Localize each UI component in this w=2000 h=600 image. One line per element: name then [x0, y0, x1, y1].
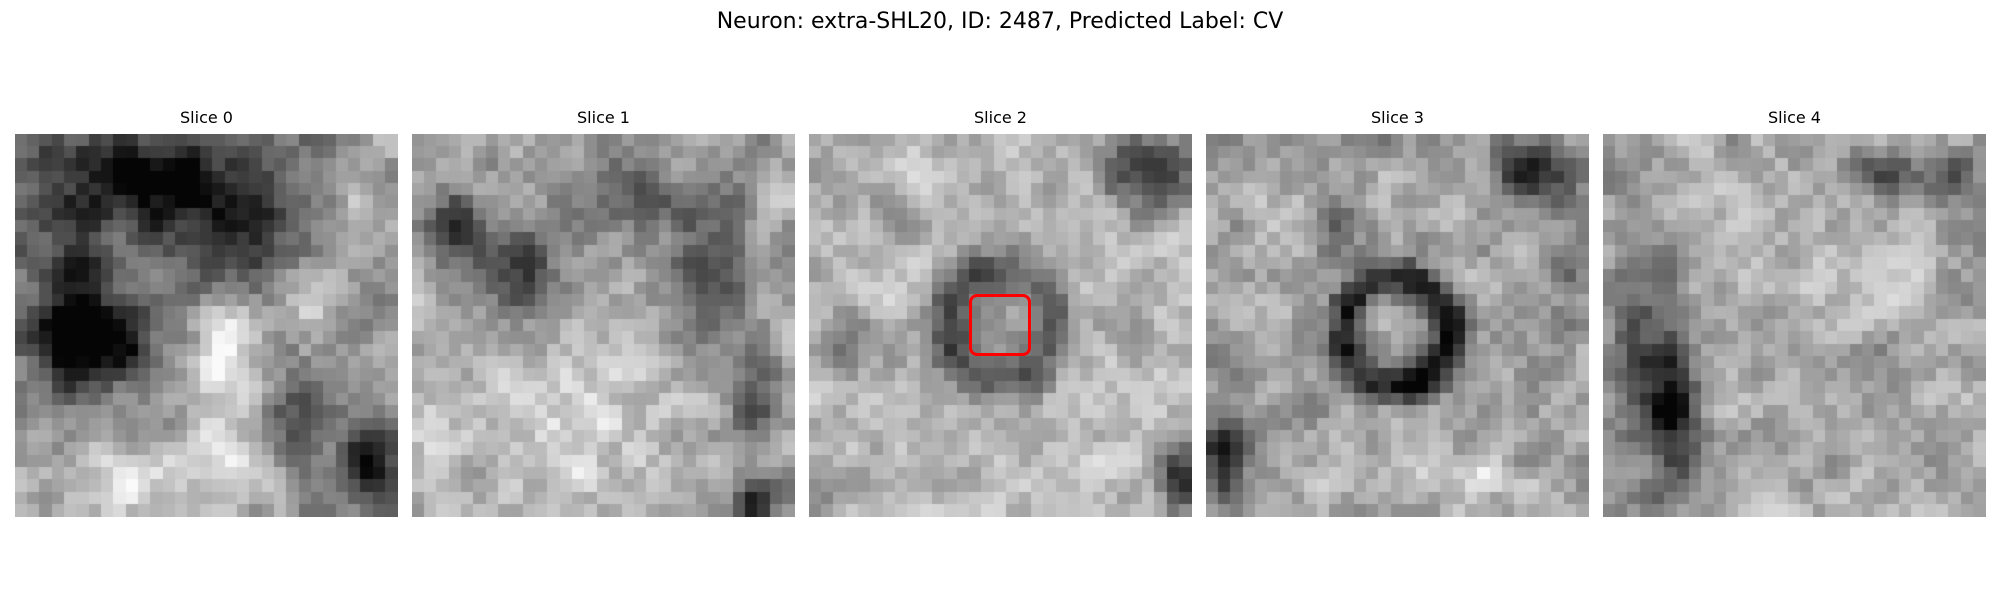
roi-marker [969, 294, 1031, 356]
slice-title-3: Slice 3 [1371, 108, 1424, 127]
slice-image-2 [809, 134, 1192, 517]
slice-title-4: Slice 4 [1768, 108, 1821, 127]
slice-panel-3: Slice 3 [1206, 106, 1589, 517]
slice-panel-0: Slice 0 [15, 106, 398, 517]
figure-title: Neuron: extra-SHL20, ID: 2487, Predicted… [716, 9, 1284, 34]
slice-title-2: Slice 2 [974, 108, 1027, 127]
slice-panel-1: Slice 1 [412, 106, 795, 517]
slice-panel-4: Slice 4 [1603, 106, 1986, 517]
slice-title-0: Slice 0 [180, 108, 233, 127]
slice-title-1: Slice 1 [577, 108, 630, 127]
slice-image-0 [15, 134, 398, 517]
slice-image-1 [412, 134, 795, 517]
slice-image-4 [1603, 134, 1986, 517]
slice-panel-2: Slice 2 [809, 106, 1192, 517]
slice-image-3 [1206, 134, 1589, 517]
